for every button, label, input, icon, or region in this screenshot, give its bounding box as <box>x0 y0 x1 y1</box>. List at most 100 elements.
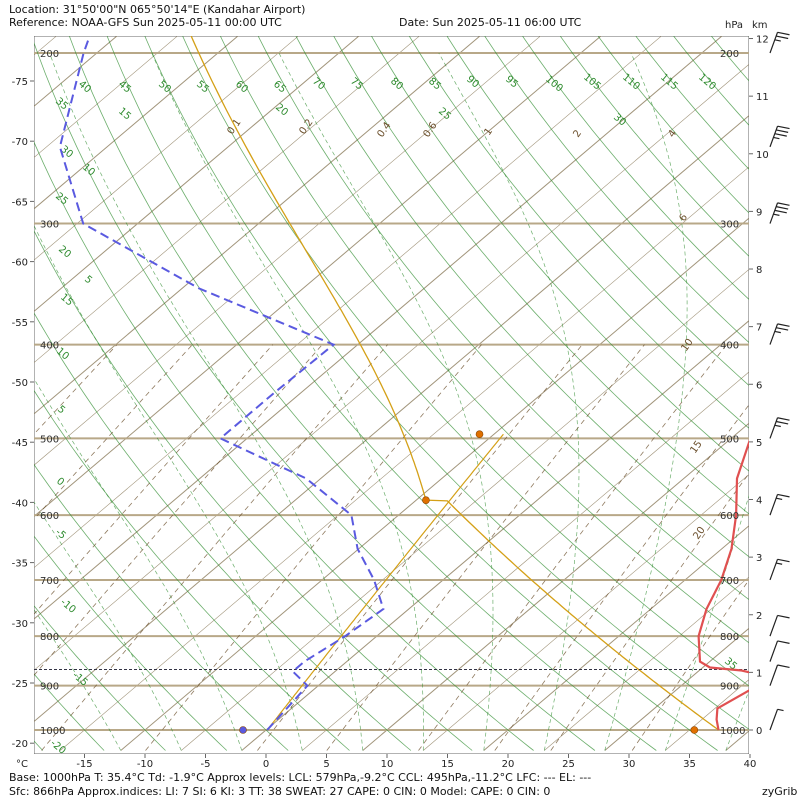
pressure-label-right: 1000 <box>720 726 745 737</box>
moist-adiabat-line <box>34 501 182 751</box>
wind-barb <box>769 417 790 439</box>
mixing-ratio-label: 4 <box>666 128 679 140</box>
wind-barb-feather <box>777 31 790 36</box>
height-unit-label: km <box>752 20 768 31</box>
wind-barb-shaft <box>769 615 779 637</box>
wind-barb-feather <box>777 558 790 563</box>
dry-adiabat-label: 5 <box>55 404 67 417</box>
height-tick-label: 2 <box>756 611 762 622</box>
dry-adiabat-line <box>34 673 105 751</box>
left-tick-label: -20 <box>12 739 28 750</box>
isotherm-line <box>34 36 178 158</box>
x-tick-label: -15 <box>76 759 92 770</box>
wind-barb-feather <box>777 417 790 421</box>
temperature-line <box>697 439 749 731</box>
pressure-label-right: 300 <box>720 220 739 231</box>
wind-barb-shaft <box>769 125 779 148</box>
height-tick-label: 3 <box>756 553 762 564</box>
pressure-label-left: 600 <box>40 511 59 522</box>
isotherm-line <box>423 474 749 751</box>
wind-barb-feather <box>773 136 780 140</box>
height-tick-label: 8 <box>756 265 762 276</box>
left-tick-label: -70 <box>12 137 28 148</box>
isotherm-line <box>34 36 723 620</box>
x-tick-label: 25 <box>562 759 575 770</box>
date-text: Date: Sun 2025-05-11 06:00 UTC <box>399 16 582 29</box>
wind-barb-feather <box>777 708 784 712</box>
reference-text: Reference: NOAA-GFS Sun 2025-05-11 00:00… <box>9 16 282 29</box>
moist-adiabat-line <box>278 52 494 751</box>
x-tick-label: 0 <box>263 759 269 770</box>
dry-adiabat-line <box>68 36 657 751</box>
wind-barb-feather <box>777 202 790 206</box>
pressure-label-right: 500 <box>720 434 739 445</box>
wind-barb-shaft <box>769 323 779 345</box>
mixing-ratio-line <box>631 579 749 751</box>
wind-barb <box>769 558 790 581</box>
wind-barb-feather <box>777 125 790 130</box>
wind-barb-feather <box>776 497 783 500</box>
wind-barb <box>769 125 790 148</box>
mixing-ratio-line <box>326 344 645 751</box>
dry-adiabat-line <box>34 389 350 751</box>
height-tick-label: 1 <box>756 668 762 679</box>
mixing-ratio-line <box>257 344 583 751</box>
x-tick-label: 35 <box>683 759 696 770</box>
x-tick-label: 5 <box>323 759 329 770</box>
height-tick-label: 0 <box>756 726 762 737</box>
left-tick-label: -65 <box>12 197 28 208</box>
x-tick-label: 20 <box>502 759 515 770</box>
isotherm-line <box>34 36 239 210</box>
wind-barb <box>769 664 790 686</box>
plot-frame <box>34 36 749 754</box>
height-tick-label: 11 <box>756 92 769 103</box>
dry-adiabat-line <box>333 36 749 515</box>
dry-adiabat-line <box>34 605 166 751</box>
dry-adiabat-line <box>370 36 749 472</box>
moist-adiabat-line <box>34 609 122 751</box>
mixing-ratio-line <box>34 344 274 615</box>
dry-adiabat-label: 0 <box>54 476 66 489</box>
moist-adiabat-line <box>49 52 364 751</box>
height-tick-label: 6 <box>756 380 762 391</box>
ccl-marker <box>475 430 484 439</box>
footer-line-1: Base: 1000hPa T: 35.4°C Td: -1.9°C Appro… <box>9 771 592 784</box>
pressure-label-left: 200 <box>40 49 59 60</box>
mixing-ratio-label: 2 <box>571 128 584 140</box>
height-tick-label: 10 <box>756 150 769 161</box>
wind-barb <box>769 614 790 637</box>
x-tick-label: -10 <box>137 759 153 770</box>
left-tick-label: -35 <box>12 559 28 570</box>
mixing-ratio-label: 1 <box>482 126 495 138</box>
dry-adiabat-line <box>34 463 289 751</box>
pressure-label-left: 300 <box>40 220 59 231</box>
wind-barb-feather <box>776 327 789 331</box>
height-tick-label: 12 <box>756 35 769 46</box>
dry-adiabat-line <box>446 36 749 387</box>
height-tick-label: 7 <box>756 323 762 334</box>
x-unit-label: °C <box>16 759 28 770</box>
dry-adiabat-line <box>484 36 749 344</box>
pressure-label-left: 700 <box>40 576 59 587</box>
wind-barb-shaft <box>769 32 779 54</box>
zygrib-brand: zyGrib <box>762 785 798 798</box>
dry-adiabat-line <box>34 535 228 751</box>
wind-barb-feather <box>777 323 790 327</box>
mixing-ratio-line <box>41 344 388 751</box>
wind-barb-feather <box>776 420 789 425</box>
wind-barb-shaft <box>769 417 779 439</box>
height-tick-label: 5 <box>756 438 762 449</box>
isotherm-line <box>34 36 481 415</box>
wind-barb-shaft <box>769 494 779 516</box>
isotherm-line <box>34 36 118 107</box>
dry-adiabat-line <box>559 36 749 257</box>
dry-adiabat-line <box>144 36 749 730</box>
dry-adiabat-line <box>257 36 749 601</box>
wind-barb-feather <box>776 35 789 40</box>
mixing-ratio-line <box>418 344 727 751</box>
dry-adiabat-line <box>34 141 534 751</box>
mixing-ratio-label: 6 <box>677 212 690 224</box>
isotherm-line <box>34 36 662 569</box>
isotherm-line <box>60 166 749 751</box>
